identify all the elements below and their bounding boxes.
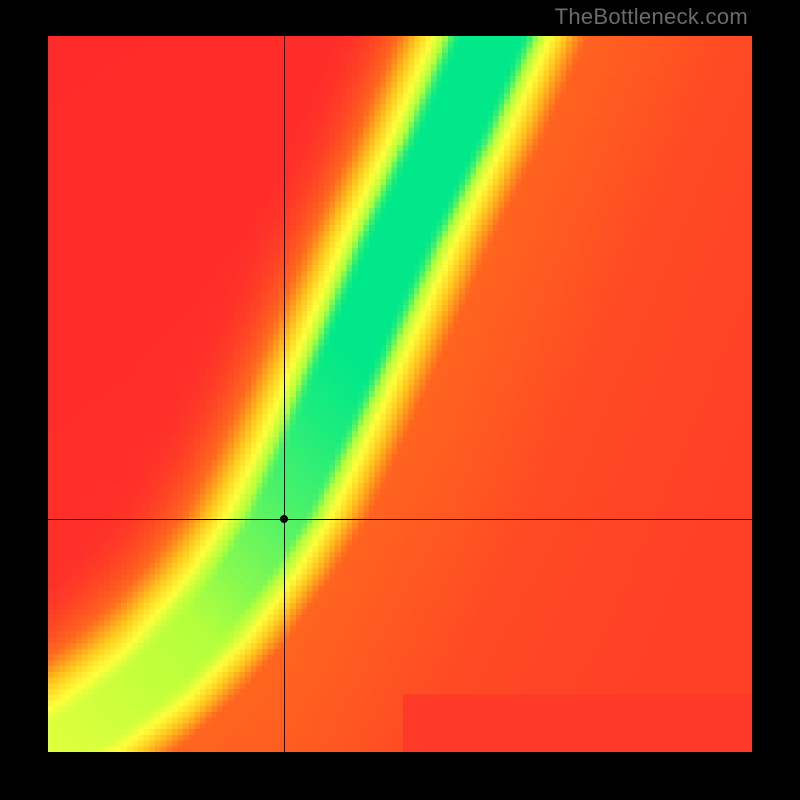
heatmap-plot-area xyxy=(48,36,752,752)
crosshair-vertical xyxy=(284,36,285,752)
crosshair-marker-dot xyxy=(280,515,288,523)
crosshair-horizontal xyxy=(48,519,752,520)
watermark-text: TheBottleneck.com xyxy=(555,4,748,30)
heatmap-canvas xyxy=(48,36,752,752)
